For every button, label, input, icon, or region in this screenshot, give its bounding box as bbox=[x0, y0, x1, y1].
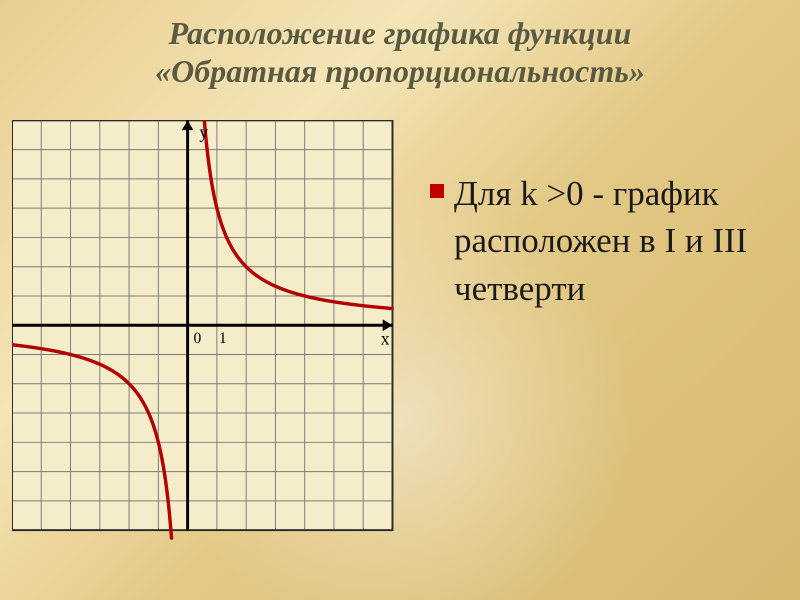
hyperbola-chart: y x 0 1 bbox=[12, 120, 412, 550]
content-area: y x 0 1 Для k >0 - график расположен в I и … bbox=[0, 120, 800, 580]
slide: Расположение графика функции «Обратная п… bbox=[0, 0, 800, 600]
bullet-text: Для k >0 - график расположен в I и III ч… bbox=[454, 170, 780, 312]
svg-text:0: 0 bbox=[193, 330, 201, 347]
bullet-list: Для k >0 - график расположен в I и III ч… bbox=[430, 170, 780, 312]
svg-text:y: y bbox=[199, 122, 208, 142]
bullet-item: Для k >0 - график расположен в I и III ч… bbox=[430, 170, 780, 312]
title-line-1: Расположение графика функции bbox=[169, 15, 632, 51]
title-line-2: «Обратная пропорциональность» bbox=[155, 53, 645, 89]
svg-text:1: 1 bbox=[219, 330, 227, 347]
svg-text:x: x bbox=[381, 329, 390, 349]
chart-container: y x 0 1 bbox=[12, 120, 412, 550]
bullet-marker-icon bbox=[430, 184, 444, 198]
slide-title: Расположение графика функции «Обратная п… bbox=[0, 0, 800, 91]
